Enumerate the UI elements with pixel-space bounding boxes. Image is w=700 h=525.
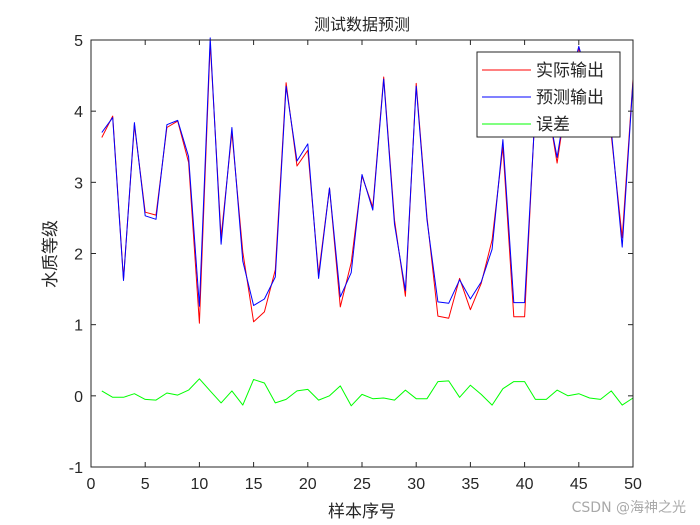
x-tick-label: 10 [191, 476, 209, 493]
y-tick-label: 1 [74, 318, 83, 335]
legend-item-actual: 实际输出 [482, 61, 604, 81]
watermark: CSDN @海神之光 [571, 500, 686, 516]
y-tick-label: 2 [74, 247, 83, 264]
x-tick-label: 25 [353, 476, 371, 493]
x-tick-label: 15 [245, 476, 263, 493]
y-axis-label: 水质等级 [41, 220, 61, 288]
x-tick-label: 35 [462, 476, 480, 493]
x-tick-label: 5 [141, 476, 150, 493]
y-tick-label: 3 [74, 175, 83, 192]
legend: 实际输出 预测输出 误差 [476, 51, 621, 138]
error-series-line [101, 378, 634, 407]
x-tick-label: 20 [299, 476, 317, 493]
y-tick-label: -1 [69, 460, 83, 477]
y-tick-label: 4 [74, 104, 83, 121]
x-tick-label: 30 [407, 476, 425, 493]
y-tick-label: 5 [74, 33, 83, 50]
legend-box [476, 51, 621, 138]
chart-title: 测试数据预测 [314, 15, 410, 34]
legend-label-predicted: 预测输出 [536, 88, 604, 108]
x-tick-label: 45 [570, 476, 588, 493]
x-tick-label: 50 [624, 476, 642, 493]
y-tick-label: 0 [74, 389, 83, 406]
legend-item-predicted: 预测输出 [482, 88, 604, 108]
legend-label-actual: 实际输出 [536, 61, 604, 81]
x-tick-label: 40 [516, 476, 534, 493]
legend-label-error: 误差 [536, 115, 570, 135]
x-axis-label: 样本序号 [328, 502, 396, 522]
x-tick-label: 0 [87, 476, 96, 493]
legend-item-error: 误差 [482, 115, 570, 135]
